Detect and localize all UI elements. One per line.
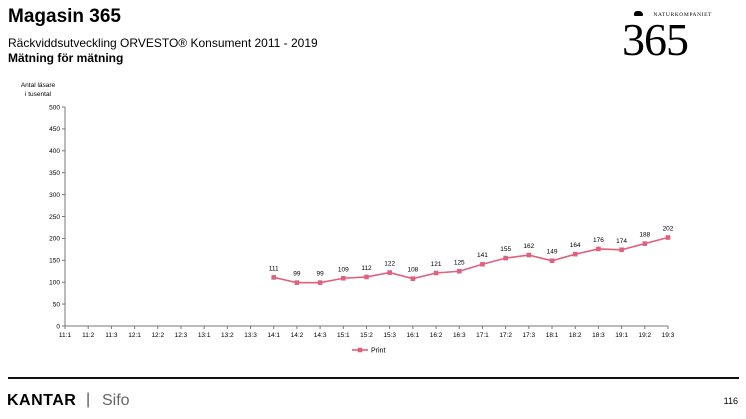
- y-tick-label: 150: [49, 258, 60, 265]
- x-tick-label: 16:3: [453, 332, 466, 339]
- y-tick-label: 100: [49, 280, 60, 287]
- x-tick-label: 16:1: [407, 332, 420, 339]
- data-label: 109: [338, 266, 349, 273]
- y-tick-label: 250: [49, 214, 60, 221]
- data-label: 149: [547, 249, 558, 256]
- page-subtitle: Räckviddsutveckling ORVESTO® Konsument 2…: [8, 36, 318, 50]
- legend-label-print: Print: [371, 348, 385, 355]
- y-axis-label-line2: i tusental: [25, 91, 52, 98]
- bear-icon: [634, 11, 643, 16]
- data-point: [549, 258, 555, 264]
- x-tick-label: 17:2: [499, 332, 512, 339]
- data-label: 108: [407, 267, 418, 274]
- logo-number: 365: [622, 14, 689, 65]
- data-point: [410, 276, 416, 281]
- series-print: [271, 235, 671, 285]
- sifo-logo: Sifo: [102, 392, 130, 409]
- data-label: 112: [361, 265, 372, 272]
- y-tick-label: 300: [49, 192, 60, 199]
- data-point: [503, 255, 508, 261]
- data-point: [433, 270, 439, 276]
- data-point: [572, 251, 578, 257]
- data-point: [642, 241, 648, 246]
- data-label: 155: [500, 246, 511, 253]
- data-point: [665, 235, 671, 240]
- x-tick-label: 12:1: [128, 332, 141, 339]
- data-label: 122: [384, 261, 395, 268]
- kantar-logo: KANTAR: [7, 392, 77, 409]
- x-tick-label: 11:1: [59, 332, 72, 339]
- x-tick-label: 11:2: [82, 332, 95, 339]
- data-label: 174: [616, 238, 627, 245]
- series-line-print: [273, 236, 669, 284]
- y-tick-label: 350: [49, 170, 60, 177]
- logo-brand-text: NATURKOMPANIET: [653, 12, 712, 18]
- x-tick-label: 15:2: [360, 332, 373, 339]
- data-label: 121: [431, 261, 442, 268]
- x-tick-label: 13:2: [221, 332, 234, 339]
- data-labels: 111 99 99 109 112 122 108 121 125 141 155 162 149 164…: [269, 226, 674, 278]
- x-tick-label: 19:2: [638, 332, 651, 339]
- data-point: [271, 275, 277, 280]
- x-tick-label: 16:2: [430, 332, 443, 339]
- x-axis: 11:1 11:2 11:3 12:1 12:2 12:3 13:1 13:2 13:3 14:1…: [59, 325, 675, 339]
- data-label: 164: [570, 242, 581, 249]
- data-label: 99: [316, 271, 324, 278]
- data-label: 162: [523, 243, 534, 250]
- data-label: 202: [663, 226, 674, 233]
- data-label: 111: [269, 265, 279, 272]
- x-tick-label: 17:1: [476, 332, 489, 339]
- footer-separator: |: [86, 391, 91, 408]
- data-point: [526, 252, 532, 258]
- data-label: 125: [454, 259, 465, 266]
- y-tick-label: 0: [56, 323, 60, 330]
- data-point: [294, 280, 300, 285]
- x-tick-label: 18:3: [592, 332, 605, 339]
- x-tick-label: 19:1: [615, 332, 628, 339]
- x-tick-label: 14:2: [291, 332, 304, 339]
- data-label: 188: [639, 232, 650, 239]
- x-tick-label: 15:1: [337, 332, 350, 339]
- page-subtitle-measurement: Mätning för mätning: [8, 51, 124, 65]
- x-tick-label: 13:1: [198, 332, 211, 339]
- footer-divider: [8, 377, 739, 379]
- data-point: [317, 280, 323, 285]
- page-number: 116: [723, 396, 738, 406]
- data-point: [364, 274, 369, 280]
- data-point: [596, 246, 601, 252]
- data-point: [456, 268, 462, 274]
- y-tick-label: 450: [49, 126, 60, 133]
- legend-marker: [357, 347, 363, 353]
- x-tick-label: 18:1: [546, 332, 559, 339]
- x-tick-label: 18:2: [569, 332, 582, 339]
- data-label: 176: [593, 237, 604, 244]
- data-point: [341, 275, 346, 281]
- data-point: [480, 261, 485, 267]
- data-point: [387, 270, 392, 275]
- y-tick-label: 400: [49, 148, 60, 155]
- x-tick-label: 14:1: [267, 332, 280, 339]
- x-tick-label: 13:3: [244, 332, 257, 339]
- magazine-logo: NATURKOMPANIET 365: [622, 10, 712, 66]
- data-point: [619, 247, 624, 253]
- x-tick-label: 14:3: [314, 332, 327, 339]
- x-tick-label: 17:3: [523, 332, 536, 339]
- x-tick-label: 11:3: [105, 332, 118, 339]
- x-tick-label: 12:3: [175, 332, 188, 339]
- y-axis-label-line1: Antal läsare: [21, 82, 56, 89]
- data-label: 99: [293, 271, 301, 278]
- data-label: 141: [477, 252, 488, 259]
- legend: Print: [352, 348, 385, 355]
- page-title: Magasin 365: [8, 6, 121, 27]
- x-tick-label: 19:3: [662, 332, 675, 339]
- y-tick-label: 500: [49, 104, 60, 111]
- y-tick-label: 200: [49, 236, 60, 243]
- y-axis: 0 50 100 150 200 250 300 350 400 450 500: [49, 104, 66, 330]
- y-tick-label: 50: [53, 301, 61, 308]
- x-tick-label: 12:2: [151, 332, 164, 339]
- x-tick-label: 15:3: [383, 332, 396, 339]
